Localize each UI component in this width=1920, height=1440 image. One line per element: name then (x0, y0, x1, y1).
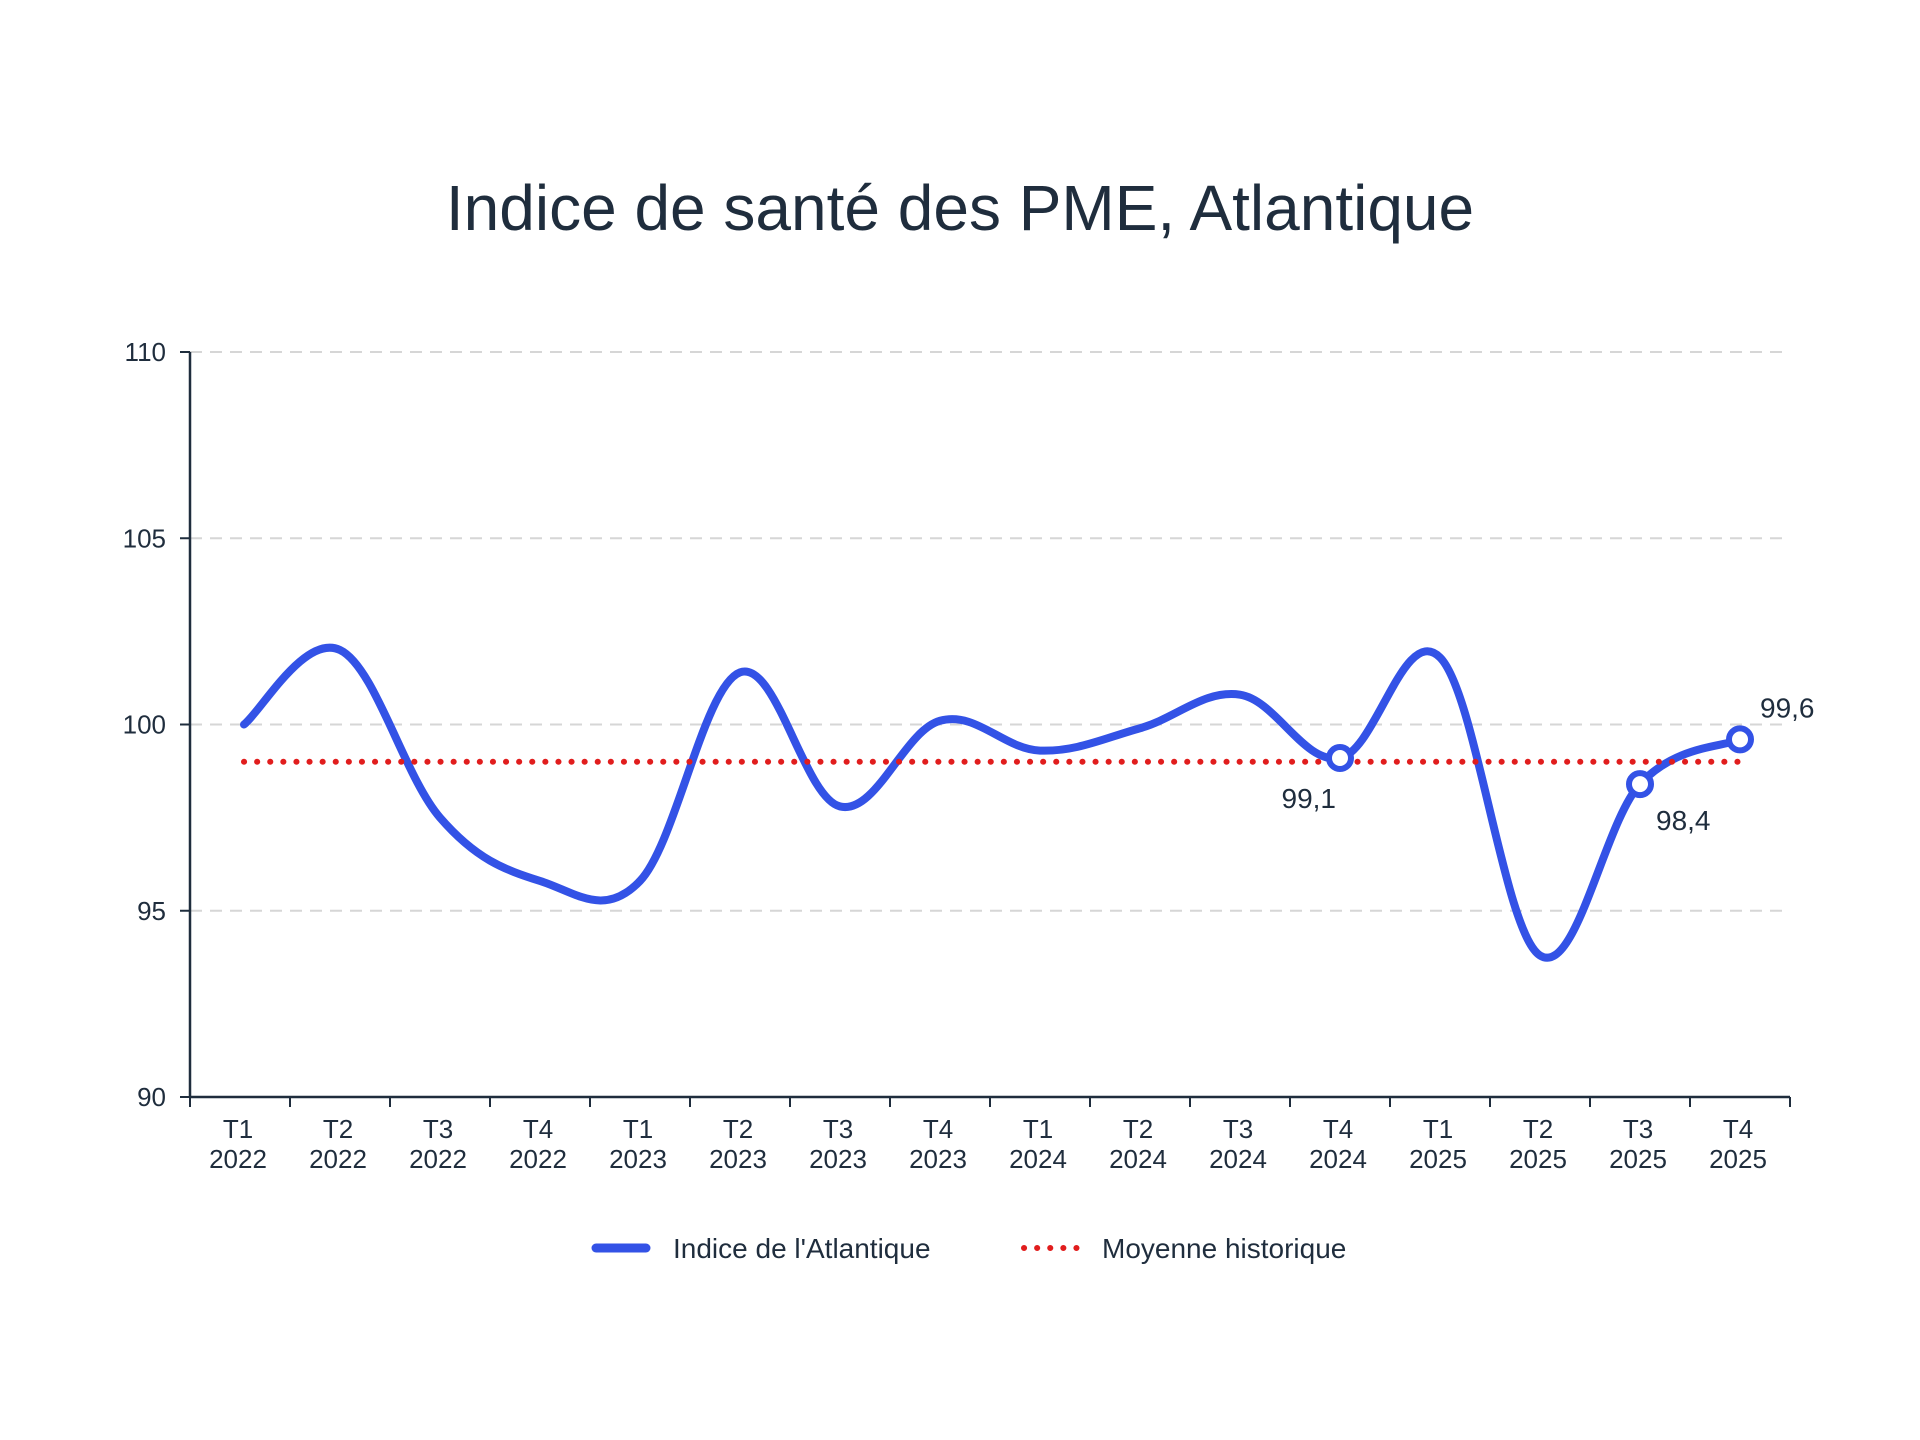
chart-title: Indice de santé des PME, Atlantique (446, 172, 1474, 244)
x-tick-label-year: 2022 (309, 1144, 367, 1174)
x-tick-label-year: 2024 (1209, 1144, 1267, 1174)
x-tick-label-year: 2025 (1509, 1144, 1567, 1174)
data-label: 98,4 (1656, 805, 1711, 836)
legend: Indice de l'Atlantique Moyenne historique (591, 1233, 1346, 1264)
x-tick-label-quarter: T4 (923, 1114, 953, 1144)
data-point-marker (1326, 744, 1354, 773)
gridlines (190, 351, 1790, 912)
data-point-marker (1726, 725, 1754, 754)
x-tick-label-year: 2024 (1309, 1144, 1367, 1174)
data-label: 99,1 (1282, 783, 1337, 814)
x-tick-label-quarter: T2 (323, 1114, 353, 1144)
x-tick-label-year: 2022 (209, 1144, 267, 1174)
x-tick-label-quarter: T3 (423, 1114, 453, 1144)
series-lines (240, 643, 1744, 962)
x-tick-label-year: 2024 (1109, 1144, 1167, 1174)
series-line-indice-atlantique (240, 643, 1744, 962)
x-tick-label-year: 2025 (1609, 1144, 1667, 1174)
x-tick-label-quarter: T4 (523, 1114, 553, 1144)
x-tick-label-quarter: T1 (1023, 1114, 1053, 1144)
x-tick-label-quarter: T4 (1723, 1114, 1753, 1144)
y-tick-label: 100 (123, 710, 166, 740)
y-tick-label: 105 (123, 523, 166, 553)
x-tick-label-quarter: T4 (1323, 1114, 1353, 1144)
y-tick-label: 90 (137, 1082, 166, 1112)
x-tick-label-quarter: T3 (1623, 1114, 1653, 1144)
data-label: 99,6 (1760, 692, 1815, 723)
x-tick-label-year: 2023 (609, 1144, 667, 1174)
x-tick-label-year: 2023 (909, 1144, 967, 1174)
x-tick-label-year: 2024 (1009, 1144, 1067, 1174)
y-tick-label: 95 (137, 896, 166, 926)
x-tick-label-quarter: T2 (723, 1114, 753, 1144)
x-tick-label-year: 2025 (1409, 1144, 1467, 1174)
x-tick-label-quarter: T3 (1223, 1114, 1253, 1144)
x-tick-label-year: 2023 (709, 1144, 767, 1174)
axes: 1101051009590T12022T22022T32022T42022T12… (123, 337, 1791, 1174)
point-markers (1326, 725, 1754, 799)
x-tick-label-year: 2025 (1709, 1144, 1767, 1174)
data-point-marker (1626, 770, 1654, 799)
data-labels: 99,1 98,4 99,6 (1282, 692, 1815, 836)
y-tick-label: 110 (125, 337, 166, 367)
x-tick-label-year: 2022 (509, 1144, 567, 1174)
x-tick-label-year: 2022 (409, 1144, 467, 1174)
legend-label-indice-atlantique: Indice de l'Atlantique (673, 1233, 931, 1264)
x-tick-label-quarter: T3 (823, 1114, 853, 1144)
x-tick-label-quarter: T2 (1523, 1114, 1553, 1144)
x-tick-label-quarter: T1 (223, 1114, 253, 1144)
x-tick-label-quarter: T1 (623, 1114, 653, 1144)
x-tick-label-quarter: T2 (1123, 1114, 1153, 1144)
x-tick-label-year: 2023 (809, 1144, 867, 1174)
x-tick-label-quarter: T1 (1423, 1114, 1453, 1144)
legend-label-moyenne-historique: Moyenne historique (1102, 1233, 1346, 1264)
